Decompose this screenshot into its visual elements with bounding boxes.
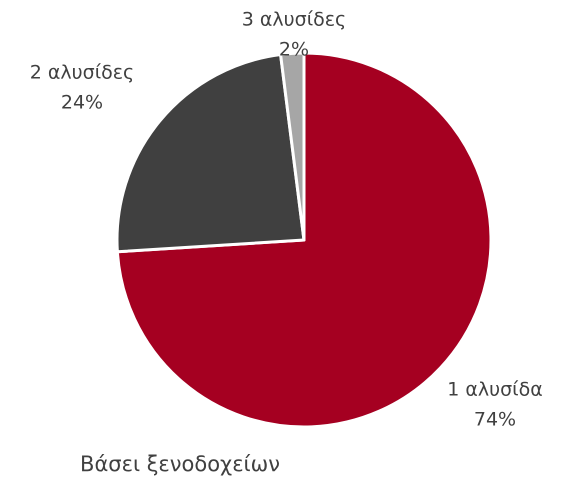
chart-title: Βάσει ξενοδοχείων [80, 452, 280, 476]
slice-label: 2 αλυσίδες [30, 62, 134, 84]
pie-slice [279, 51, 306, 242]
slice-label: 3 αλυσίδες [242, 9, 346, 31]
slice-value-label: 74% [474, 409, 516, 431]
slice-value-label: 24% [61, 92, 103, 114]
pie-slice [115, 52, 306, 254]
slice-label: 1 αλυσίδα [447, 379, 543, 401]
slice-value-label: 2% [279, 39, 309, 61]
pie [115, 51, 493, 429]
